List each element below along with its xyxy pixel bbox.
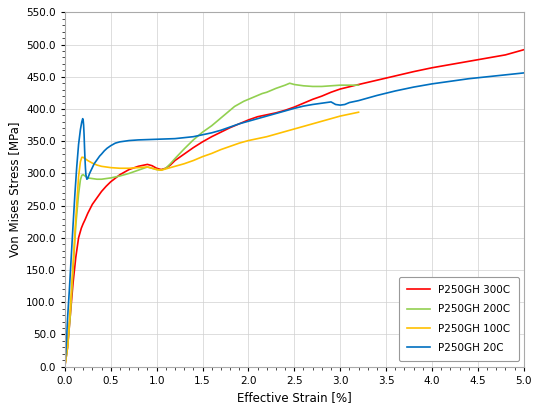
P250GH 100C <box>78 155 85 160</box>
P250GH 200C <box>213 119 219 124</box>
Line: P250GH 20C: P250GH 20C <box>65 73 524 363</box>
P250GH 200C <box>286 81 293 86</box>
P250GH 100C <box>75 174 82 179</box>
P250GH 100C <box>158 168 164 173</box>
P250GH 100C <box>144 164 151 169</box>
P250GH 100C <box>89 161 96 166</box>
P250GH 100C <box>346 112 353 117</box>
P250GH 100C <box>355 110 362 115</box>
P250GH 200C <box>103 176 109 181</box>
P250GH 20C <box>163 136 169 141</box>
P250GH 200C <box>62 364 68 369</box>
P250GH 100C <box>94 163 100 168</box>
P250GH 200C <box>355 83 362 88</box>
P250GH 100C <box>82 156 88 161</box>
P250GH 100C <box>190 158 197 163</box>
P250GH 100C <box>264 134 270 139</box>
Line: P250GH 100C: P250GH 100C <box>65 112 359 367</box>
P250GH 100C <box>84 158 91 163</box>
P250GH 100C <box>218 147 224 152</box>
P250GH 200C <box>218 115 224 120</box>
P250GH 100C <box>98 164 105 169</box>
P250GH 100C <box>337 114 343 119</box>
P250GH 100C <box>328 116 334 121</box>
P250GH 100C <box>254 136 261 141</box>
P250GH 300C <box>447 62 454 67</box>
P250GH 100C <box>181 161 187 166</box>
P250GH 100C <box>291 126 298 131</box>
P250GH 100C <box>72 216 79 221</box>
P250GH 100C <box>77 159 84 164</box>
P250GH 300C <box>72 255 79 260</box>
P250GH 20C <box>62 361 68 366</box>
P250GH 100C <box>70 261 76 266</box>
P250GH 200C <box>227 108 233 113</box>
P250GH 100C <box>282 129 288 134</box>
P250GH 300C <box>144 162 151 167</box>
P250GH 100C <box>107 165 114 170</box>
P250GH 20C <box>87 169 94 174</box>
P250GH 20C <box>81 132 87 137</box>
P250GH 200C <box>259 91 265 96</box>
P250GH 100C <box>163 166 169 171</box>
P250GH 300C <box>254 114 261 119</box>
P250GH 100C <box>319 119 325 124</box>
P250GH 300C <box>521 47 527 52</box>
P250GH 20C <box>153 137 160 142</box>
P250GH 100C <box>117 166 123 171</box>
Y-axis label: Von Mises Stress [MPa]: Von Mises Stress [MPa] <box>8 122 21 257</box>
P250GH 100C <box>208 151 215 156</box>
P250GH 100C <box>103 164 109 169</box>
Legend: P250GH 300C, P250GH 200C, P250GH 100C, P250GH 20C: P250GH 300C, P250GH 200C, P250GH 100C, P… <box>399 277 518 361</box>
P250GH 20C <box>521 70 527 75</box>
P250GH 300C <box>62 364 68 369</box>
P250GH 100C <box>62 364 68 369</box>
P250GH 100C <box>135 165 141 170</box>
P250GH 100C <box>199 154 206 159</box>
P250GH 300C <box>236 122 242 126</box>
P250GH 100C <box>245 138 252 143</box>
P250GH 100C <box>300 124 307 129</box>
X-axis label: Effective Strain [%]: Effective Strain [%] <box>237 391 352 404</box>
P250GH 100C <box>309 122 316 126</box>
P250GH 100C <box>273 132 279 137</box>
P250GH 100C <box>236 140 242 145</box>
P250GH 100C <box>64 345 71 350</box>
P250GH 100C <box>80 155 86 160</box>
P250GH 100C <box>172 164 178 169</box>
P250GH 100C <box>148 166 156 171</box>
P250GH 100C <box>153 167 160 172</box>
Line: P250GH 300C: P250GH 300C <box>65 50 524 367</box>
P250GH 100C <box>126 166 132 171</box>
Line: P250GH 200C: P250GH 200C <box>65 83 359 367</box>
P250GH 200C <box>300 83 307 88</box>
P250GH 100C <box>67 306 73 311</box>
P250GH 20C <box>392 89 399 94</box>
P250GH 20C <box>82 145 88 150</box>
P250GH 300C <box>172 158 178 163</box>
P250GH 100C <box>227 144 233 149</box>
